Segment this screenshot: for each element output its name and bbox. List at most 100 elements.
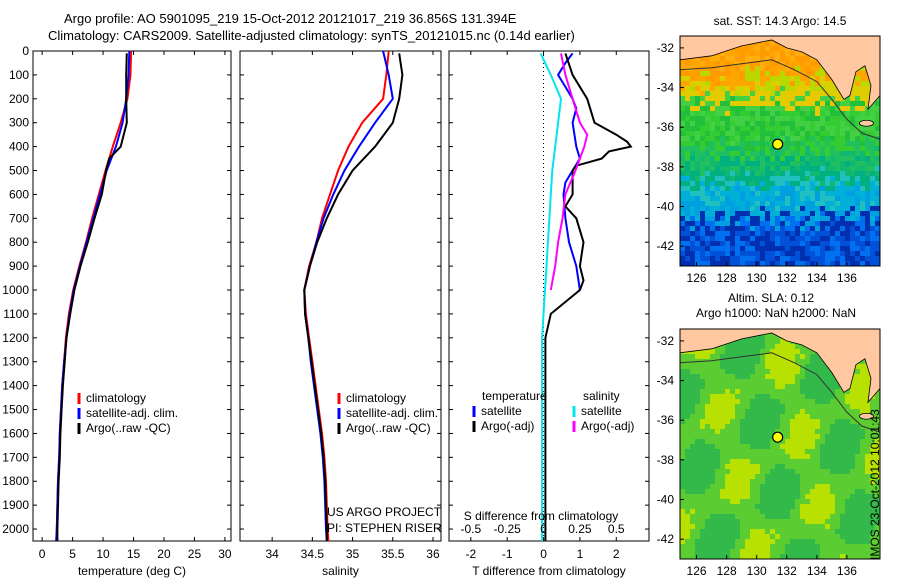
legend-title-salinity: salinity <box>583 389 620 403</box>
x-axis-label: T difference from climatology <box>472 564 626 578</box>
land-mass <box>679 35 881 111</box>
plot-area-1 <box>239 50 442 542</box>
lat-tick-label: -32 <box>657 334 675 348</box>
legend-label: satellite-adj. clim. <box>346 406 438 420</box>
lon-tick-label: 132 <box>777 564 797 578</box>
x2-tick-label: 0 <box>540 522 547 536</box>
y-tick-label: 1500 <box>2 403 29 417</box>
y-tick-label: 500 <box>9 164 29 178</box>
y-tick-label: 0 <box>22 44 29 58</box>
lat-tick-label: -36 <box>657 120 675 134</box>
depth-contour <box>679 352 881 433</box>
lon-tick-label: 134 <box>807 564 827 578</box>
lon-tick-label: 128 <box>717 271 737 285</box>
legend-label: Argo(-adj) <box>481 419 534 433</box>
sst-map-frame <box>679 35 881 267</box>
figure-title-line1: Argo profile: AO 5901095_219 15-Oct-2012… <box>64 11 517 26</box>
y-tick-label: 1600 <box>2 426 29 440</box>
lat-tick-label: -36 <box>657 413 675 427</box>
x-tick-label: 15 <box>127 547 141 561</box>
x-tick-label: -2 <box>465 547 476 561</box>
lon-tick-label: 130 <box>747 564 767 578</box>
x2-tick-label: 0.25 <box>568 522 592 536</box>
lat-tick-label: -38 <box>657 160 675 174</box>
lat-tick-label: -32 <box>657 41 675 55</box>
legend-label: satellite <box>481 404 522 418</box>
y-tick-label: 300 <box>9 116 29 130</box>
depth-contour <box>679 59 881 140</box>
x-axis-label: salinity <box>322 564 359 578</box>
x-tick-label: 5 <box>69 547 76 561</box>
sal-series-line <box>303 53 404 541</box>
land-mass <box>679 328 881 404</box>
lon-tick-label: 128 <box>717 564 737 578</box>
legend-label: satellite-adj. clim. <box>86 406 178 420</box>
diff-series-line <box>544 53 633 541</box>
legend-label: climatology <box>86 391 146 405</box>
x-tick-label: 2 <box>613 547 620 561</box>
y-tick-label: 1800 <box>2 474 29 488</box>
y-tick-label: 1700 <box>2 450 29 464</box>
temp-series-line <box>56 53 128 541</box>
lat-tick-label: -34 <box>657 374 675 388</box>
x2-tick-label: -0.5 <box>460 522 481 536</box>
annotation-pi: PI: STEPHEN RISER <box>327 521 442 535</box>
y-tick-label: 600 <box>9 187 29 201</box>
x-axis-label: temperature (deg C) <box>78 564 186 578</box>
x-tick-label: 1 <box>577 547 584 561</box>
plot-area-2 <box>448 50 650 542</box>
y-tick-label: 1100 <box>3 307 29 321</box>
y-tick-label: 800 <box>9 235 29 249</box>
diff-series-line <box>556 52 581 291</box>
legend-label: satellite <box>581 404 622 418</box>
x2-tick-label: 0.5 <box>608 522 625 536</box>
x-tick-label: 10 <box>96 547 110 561</box>
x2-tick-label: -0.25 <box>494 522 522 536</box>
lon-tick-label: 126 <box>687 271 707 285</box>
lon-tick-label: 132 <box>777 271 797 285</box>
lon-tick-label: 134 <box>807 271 827 285</box>
x-tick-label: 35.5 <box>381 547 405 561</box>
x-tick-label: 35 <box>346 547 360 561</box>
lon-tick-label: 136 <box>837 271 857 285</box>
legend-title-temperature: temperature <box>482 389 547 403</box>
plot-area-0 <box>32 50 232 542</box>
legend-label: Argo(..raw -QC) <box>346 421 431 435</box>
legend-label: Argo(-adj) <box>581 419 634 433</box>
x2-axis-label: S difference from climatology <box>464 509 619 523</box>
y-tick-label: 400 <box>9 140 29 154</box>
imos-timestamp: IMOS 23-Oct-2012 10:01:43 <box>868 409 882 560</box>
x-tick-label: 20 <box>157 547 171 561</box>
lat-tick-label: -40 <box>657 200 675 214</box>
lon-tick-label: 130 <box>747 271 767 285</box>
lat-tick-label: -42 <box>657 532 675 546</box>
x-tick-label: -1 <box>502 547 513 561</box>
island <box>859 119 874 127</box>
lon-tick-label: 136 <box>837 564 857 578</box>
x-tick-label: 34.5 <box>301 547 325 561</box>
sla-map-subtitle: Argo h1000: NaN h2000: NaN <box>696 306 856 320</box>
y-tick-label: 900 <box>9 259 29 273</box>
y-tick-label: 1200 <box>2 331 29 345</box>
figure-title-line2: Climatology: CARS2009. Satellite-adjuste… <box>48 28 575 43</box>
island <box>859 412 874 420</box>
argo-float-marker <box>772 431 784 443</box>
sla-map-frame <box>679 328 881 560</box>
y-tick-label: 1300 <box>2 355 29 369</box>
y-tick-label: 2000 <box>2 522 29 536</box>
x-tick-label: 36 <box>426 547 440 561</box>
y-tick-label: 1900 <box>2 498 29 512</box>
x-tick-label: 30 <box>218 547 232 561</box>
x-tick-label: 34 <box>265 547 279 561</box>
sla-map-field <box>680 329 880 559</box>
x-tick-label: 0 <box>540 547 547 561</box>
y-tick-label: 1000 <box>2 283 29 297</box>
argo-float-marker <box>772 138 784 150</box>
y-tick-label: 1400 <box>2 379 29 393</box>
